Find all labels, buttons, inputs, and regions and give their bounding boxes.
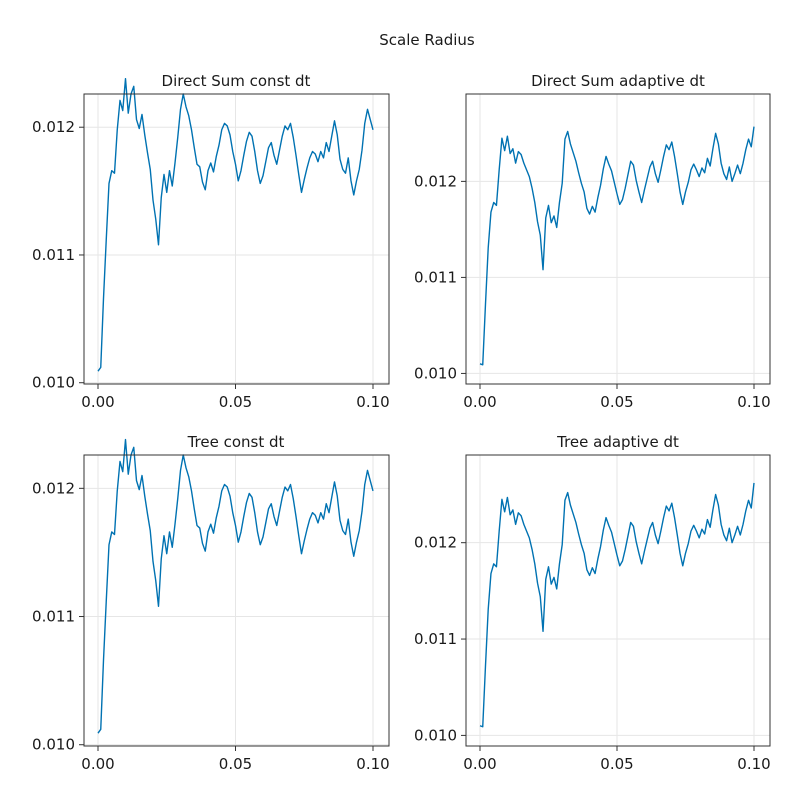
y-tick-label: 0.012 <box>32 479 75 497</box>
x-tick-label: 0.05 <box>219 755 252 773</box>
y-tick-label: 0.012 <box>414 534 457 552</box>
x-tick-label: 0.00 <box>81 755 114 773</box>
y-tick-label: 0.011 <box>32 246 75 264</box>
plot-frame <box>83 454 390 747</box>
x-tick-label: 0.10 <box>356 755 389 773</box>
plot-frame <box>465 454 771 747</box>
x-tick-label: 0.10 <box>356 393 389 411</box>
subplot-1: Direct Sum const dt 0.00 0.05 0.10 0.010 0.01… <box>32 72 390 411</box>
subplot-3: Tree const dt 0.00 0.05 0.10 0.010 0.011 0.012 <box>32 433 390 773</box>
subplot-title: Tree adaptive dt <box>556 433 679 451</box>
y-tick-label: 0.012 <box>32 118 75 136</box>
x-tick-label: 0.05 <box>600 755 633 773</box>
y-tick-label: 0.011 <box>414 268 457 286</box>
series-line-1 <box>479 482 755 728</box>
series-line-1 <box>97 438 374 734</box>
y-tick-label: 0.010 <box>414 364 457 382</box>
subplot-grid: Direct Sum const dt 0.00 0.05 0.10 0.010 0.01… <box>32 72 771 773</box>
x-tick-label: 0.00 <box>463 755 496 773</box>
x-tick-label: 0.10 <box>737 393 770 411</box>
plot-frame <box>465 93 771 385</box>
subplot-2: Direct Sum adaptive dt 0.00 0.05 0.10 0.010 0… <box>414 72 771 411</box>
subplot-title: Tree const dt <box>187 433 285 451</box>
x-tick-label: 0.00 <box>463 393 496 411</box>
subplot-title: Direct Sum adaptive dt <box>531 72 705 90</box>
x-tick-label: 0.00 <box>81 393 114 411</box>
y-tick-label: 0.012 <box>414 172 457 190</box>
series-line-1 <box>479 126 755 366</box>
subplot-title: Direct Sum const dt <box>162 72 311 90</box>
x-tick-label: 0.10 <box>737 755 770 773</box>
x-tick-label: 0.05 <box>600 393 633 411</box>
subplot-4: Tree adaptive dt 0.00 0.05 0.10 0.010 0.011 0.… <box>414 433 771 773</box>
y-tick-label: 0.010 <box>32 736 75 754</box>
y-tick-label: 0.011 <box>414 630 457 648</box>
y-tick-label: 0.011 <box>32 608 75 626</box>
figure-title: Scale Radius <box>379 31 475 49</box>
y-tick-label: 0.010 <box>32 374 75 392</box>
plot-frame <box>83 93 390 385</box>
y-tick-label: 0.010 <box>414 726 457 744</box>
x-tick-label: 0.05 <box>219 393 252 411</box>
series-line-1 <box>97 77 374 372</box>
